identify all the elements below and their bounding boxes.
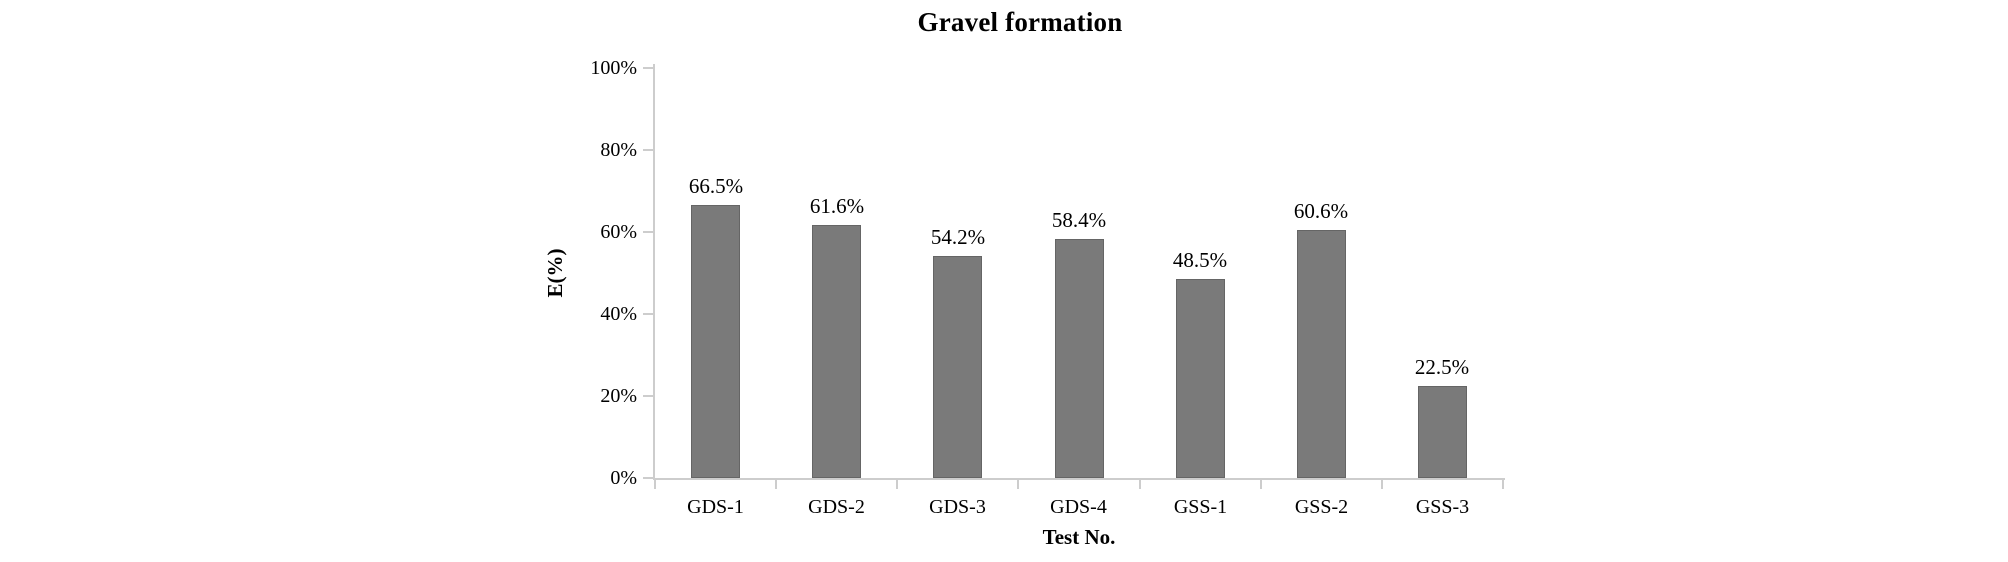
y-tick-label: 0% (610, 467, 637, 489)
bar-chart: Gravel formation E(%) Test No. 0% 20% 40% 6… (495, 0, 1545, 562)
x-tick-label: GSS-1 (1173, 496, 1228, 518)
x-tick-label: GDS-4 (1050, 496, 1107, 518)
bar-value-label: 54.2% (930, 225, 986, 249)
bar-value-label: 48.5% (1172, 248, 1228, 272)
bar (1418, 386, 1467, 478)
bar (933, 256, 982, 478)
y-axis-line (653, 64, 655, 480)
y-axis-tick (643, 67, 653, 69)
x-axis-tick (1017, 480, 1020, 489)
bar-value-label: 22.5% (1414, 355, 1470, 379)
y-tick-label: 60% (600, 221, 637, 243)
x-axis-tick (1380, 480, 1383, 489)
y-axis-tick (643, 477, 653, 479)
bar (691, 205, 740, 478)
x-axis-tick (1259, 480, 1262, 489)
x-axis-tick (896, 480, 899, 489)
y-axis-tick (643, 149, 653, 151)
x-axis-title: Test No. (1042, 525, 1116, 549)
bar (1297, 230, 1346, 478)
x-tick-label: GDS-3 (929, 496, 986, 518)
y-tick-label: 20% (600, 385, 637, 407)
bar (812, 225, 861, 478)
bar-value-label: 61.6% (809, 194, 865, 218)
y-tick-label: 40% (600, 303, 637, 325)
bar-value-label: 60.6% (1293, 199, 1349, 223)
bar-value-label: 58.4% (1051, 208, 1107, 232)
x-axis-tick (1138, 480, 1141, 489)
y-axis-tick (643, 395, 653, 397)
x-tick-label: GDS-2 (808, 496, 865, 518)
bar-value-label: 66.5% (688, 174, 744, 198)
x-axis-tick (654, 480, 656, 489)
bar (1176, 279, 1225, 478)
y-tick-label: 80% (600, 139, 637, 161)
y-axis-tick (643, 313, 653, 315)
y-tick-label: 100% (590, 57, 637, 79)
y-axis-tick (643, 231, 653, 233)
x-axis-tick (1502, 480, 1504, 489)
bar (1055, 239, 1104, 478)
chart-title: Gravel formation (917, 7, 1123, 37)
x-tick-label: GDS-1 (687, 496, 744, 518)
x-axis-line (653, 478, 1505, 480)
x-tick-label: GSS-2 (1294, 496, 1349, 518)
x-tick-label: GSS-3 (1415, 496, 1470, 518)
x-axis-tick (775, 480, 778, 489)
